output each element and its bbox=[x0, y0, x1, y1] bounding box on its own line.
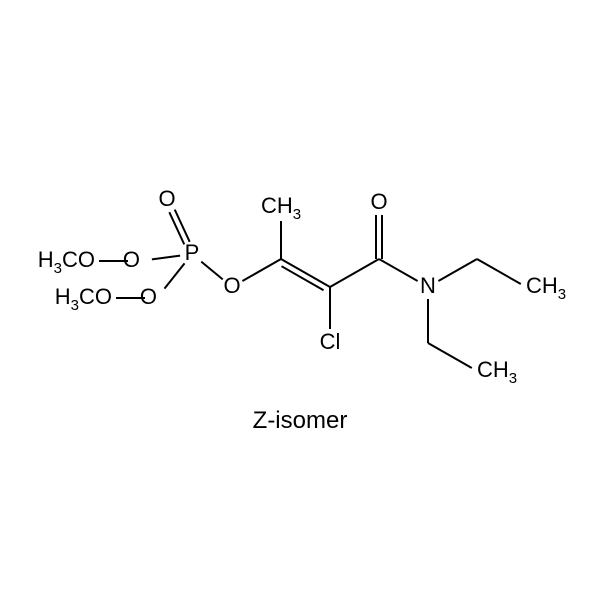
atom-P: P bbox=[185, 240, 200, 265]
atom-N: N bbox=[420, 273, 436, 298]
molecule-diagram: POOH3COOH3COOCH3ClONCH3CH3Z-isomer bbox=[0, 0, 600, 600]
atom-H3CO2: H3CO bbox=[55, 284, 112, 315]
atom-CH3_1: CH3 bbox=[261, 193, 301, 224]
atom-O2: O bbox=[140, 284, 157, 309]
atom-Odbl: O bbox=[158, 186, 175, 211]
atom-Ocarb: O bbox=[370, 189, 387, 214]
atom-O1: O bbox=[123, 247, 140, 272]
atom-Cl: Cl bbox=[320, 329, 341, 354]
atom-H3CO1: H3CO bbox=[38, 247, 95, 278]
caption: Z-isomer bbox=[253, 407, 348, 434]
atom-CH3_3: CH3 bbox=[477, 357, 517, 388]
atom-Oether: O bbox=[223, 273, 240, 298]
atom-CH3_2: CH3 bbox=[526, 273, 566, 304]
